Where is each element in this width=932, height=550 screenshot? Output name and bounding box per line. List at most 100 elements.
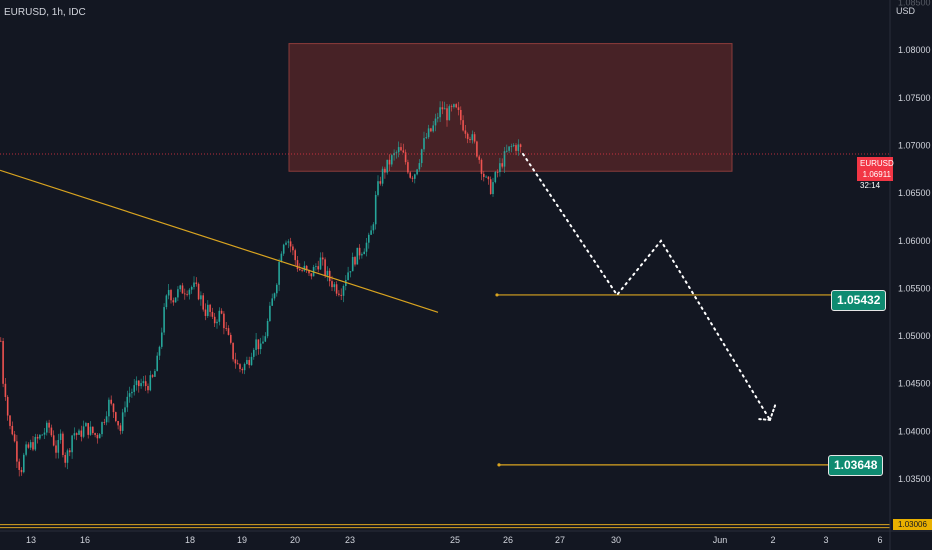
candle-body <box>289 241 292 247</box>
candle-body <box>69 450 71 453</box>
candle-body <box>39 434 41 439</box>
candle-body <box>489 179 492 195</box>
candle-body <box>310 273 313 277</box>
x-tick-label: 18 <box>185 535 195 545</box>
candle-body <box>167 290 170 296</box>
candle-body <box>368 234 370 243</box>
candle-body <box>101 422 103 435</box>
candle-body <box>427 128 430 138</box>
candle-body <box>165 295 168 308</box>
candle-body <box>363 251 365 255</box>
candle-body <box>71 435 73 453</box>
candle-body <box>391 155 393 165</box>
candle-body <box>400 147 402 151</box>
candle-body <box>259 343 262 350</box>
candle-body <box>519 144 522 148</box>
candle-body <box>80 430 83 437</box>
level-box-lower[interactable]: 1.03648 <box>828 455 884 476</box>
candle-body <box>156 355 158 372</box>
candle-body <box>328 270 331 282</box>
candle-body <box>358 247 361 256</box>
candle-body <box>386 159 388 173</box>
candle-body <box>374 194 377 225</box>
candle-body <box>96 434 99 439</box>
candle-body <box>126 396 129 408</box>
candle-body <box>443 108 446 110</box>
candle-body <box>271 298 273 306</box>
candle-body <box>515 145 517 151</box>
candle-body <box>326 270 329 276</box>
candle-body <box>220 310 223 314</box>
candle-body <box>133 385 135 392</box>
candle-body <box>492 182 494 195</box>
bottom-price-tag: 1.03006 <box>893 519 932 530</box>
arrowhead-left <box>757 417 771 421</box>
candle-body <box>232 342 234 360</box>
candle-body <box>407 162 409 173</box>
candle-body <box>418 163 421 170</box>
candle-body <box>285 242 287 245</box>
candle-body <box>510 146 513 147</box>
candle-body <box>0 340 2 342</box>
x-tick-label: Jun <box>713 535 728 545</box>
candle-body <box>384 168 386 173</box>
candle-body <box>174 297 177 303</box>
candle-body <box>138 380 140 387</box>
candle-body <box>487 176 490 180</box>
y-tick-label: 1.04000 <box>898 426 931 436</box>
candle-body <box>140 383 142 387</box>
candle-body <box>149 375 152 391</box>
candle-body <box>393 153 395 156</box>
candle-body <box>89 426 92 435</box>
candle-body <box>200 295 202 300</box>
candle-body <box>78 430 80 435</box>
candle-body <box>388 159 391 165</box>
candle-body <box>64 454 66 463</box>
candle-body <box>457 107 460 110</box>
candle-body <box>119 425 122 431</box>
candle-body <box>66 450 69 463</box>
candle-body <box>460 109 462 121</box>
candle-body <box>158 346 161 356</box>
candle-body <box>204 309 207 316</box>
candle-body <box>151 375 154 377</box>
y-tick-label: 1.08500 <box>898 0 931 8</box>
candle-body <box>335 284 338 294</box>
candle-body <box>303 265 306 271</box>
y-tick-label: 1.05000 <box>898 331 931 341</box>
candle-body <box>36 436 39 439</box>
y-tick-label: 1.07000 <box>898 141 931 151</box>
candle-body <box>241 368 244 371</box>
candle-body <box>411 177 414 179</box>
candle-body <box>464 130 467 134</box>
candle-body <box>124 407 126 413</box>
candle-body <box>223 313 225 329</box>
candle-body <box>227 328 230 335</box>
candle-body <box>276 284 278 294</box>
candle-body <box>338 293 340 295</box>
candle-body <box>9 415 11 426</box>
candle-body <box>494 172 497 183</box>
candle-body <box>179 285 181 290</box>
candle-body <box>243 363 246 371</box>
candle-body <box>349 271 352 273</box>
candle-body <box>23 454 25 473</box>
x-tick-label: 2 <box>770 535 775 545</box>
candle-body <box>105 416 108 423</box>
candle-body <box>409 172 411 178</box>
level-box-upper[interactable]: 1.05432 <box>831 290 887 311</box>
resistance-zone <box>288 43 733 172</box>
x-tick-label: 20 <box>290 535 300 545</box>
candle-body <box>131 391 133 394</box>
candle-body <box>234 359 237 364</box>
y-tick-label: 1.03500 <box>898 474 931 484</box>
candle-body <box>319 257 322 270</box>
candle-body <box>103 422 106 423</box>
candle-body <box>248 360 250 366</box>
candle-body <box>48 422 50 428</box>
current-price-countdown: 32:14 <box>860 181 881 190</box>
candle-body <box>322 257 324 260</box>
candle-body <box>282 244 285 254</box>
